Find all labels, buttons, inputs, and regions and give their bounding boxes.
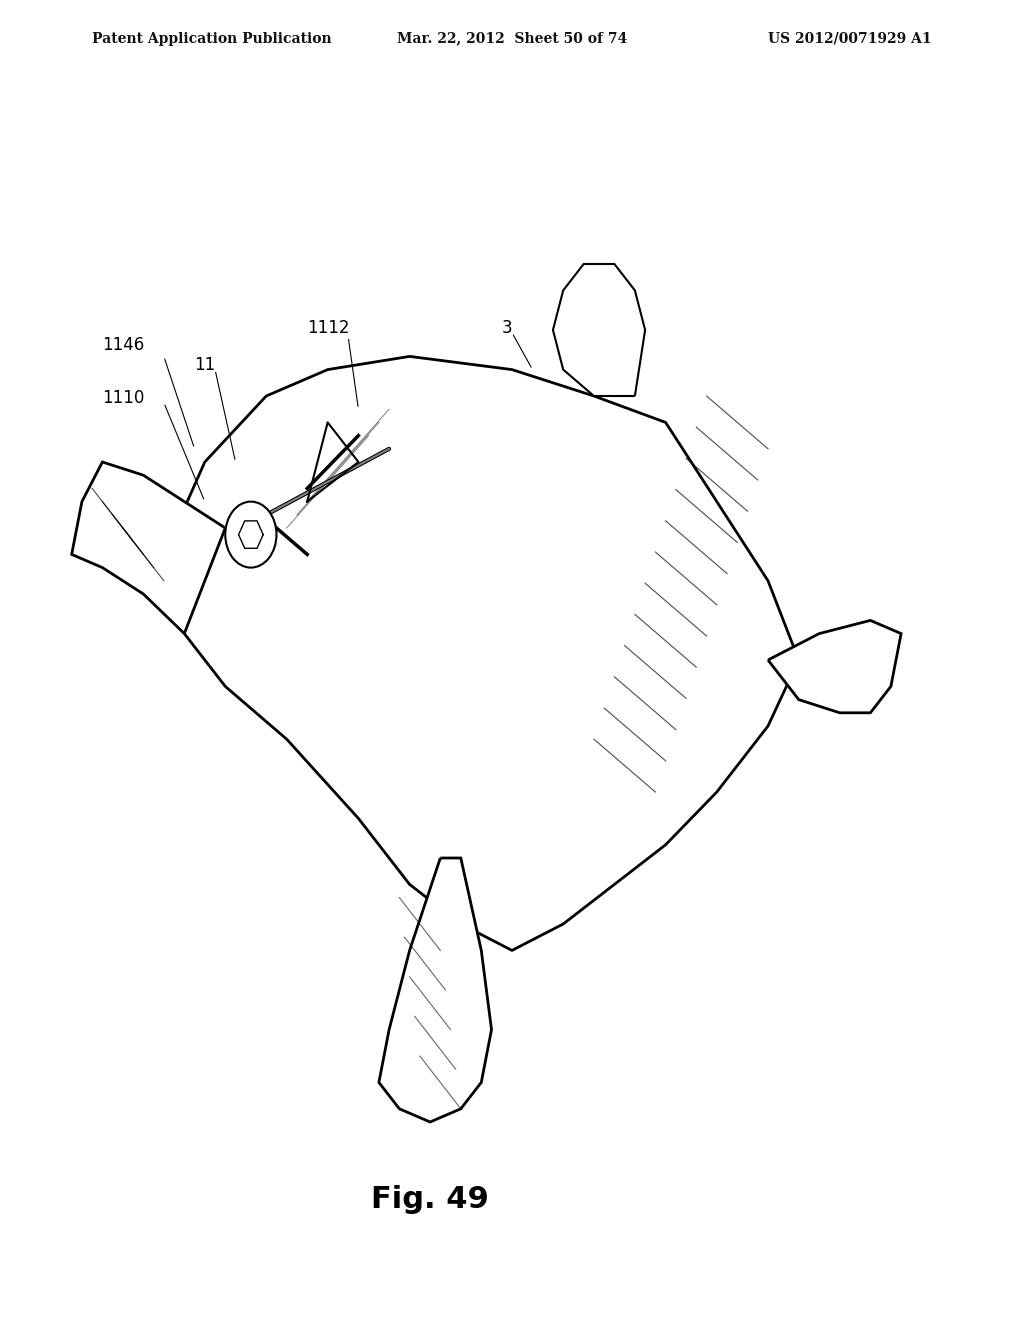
Text: US 2012/0071929 A1: US 2012/0071929 A1 [768,32,932,46]
Text: Fig. 49: Fig. 49 [371,1185,489,1214]
PathPatch shape [553,264,645,396]
Text: 3: 3 [502,318,512,337]
PathPatch shape [164,356,799,950]
Text: Patent Application Publication: Patent Application Publication [92,32,332,46]
PathPatch shape [379,858,492,1122]
Text: Mar. 22, 2012  Sheet 50 of 74: Mar. 22, 2012 Sheet 50 of 74 [397,32,627,46]
Circle shape [225,502,276,568]
Text: 11: 11 [195,355,216,374]
Text: 1112: 1112 [307,318,350,337]
PathPatch shape [72,462,225,634]
Text: 1110: 1110 [102,388,144,407]
Text: 1146: 1146 [102,335,144,354]
PathPatch shape [768,620,901,713]
